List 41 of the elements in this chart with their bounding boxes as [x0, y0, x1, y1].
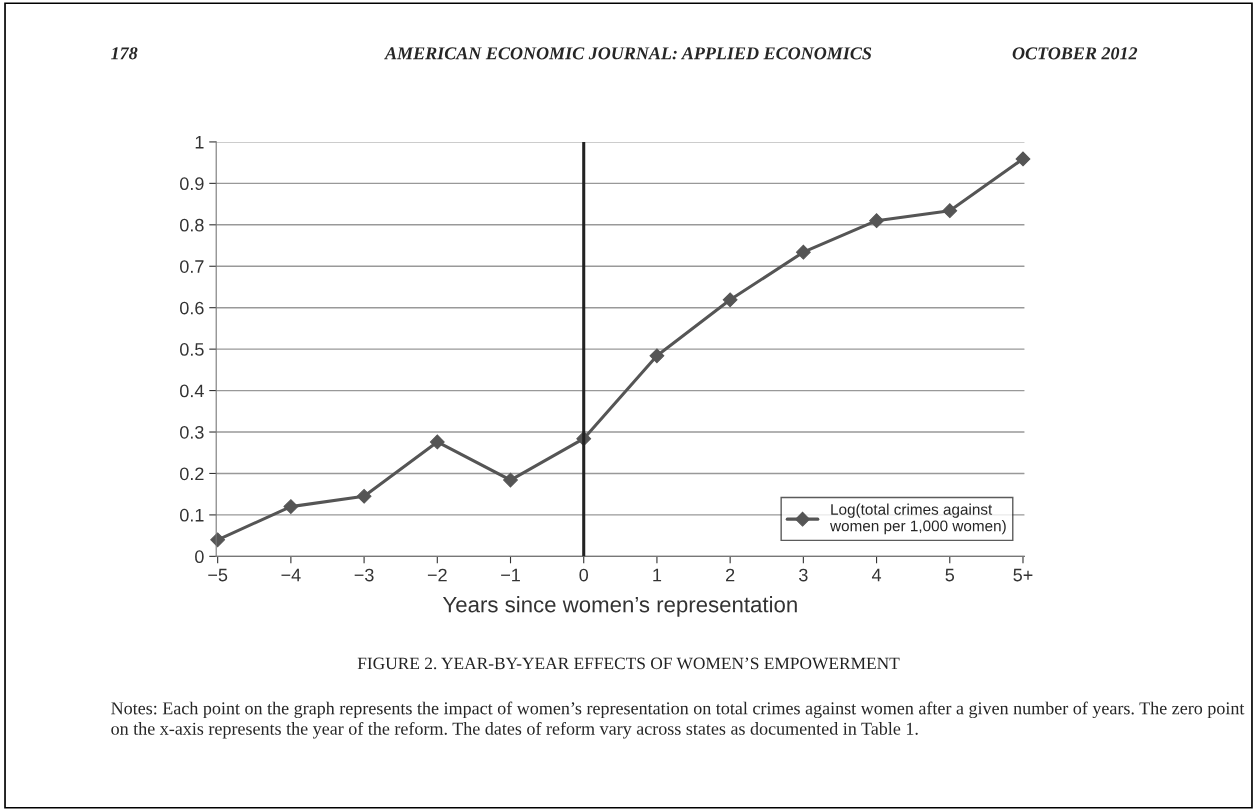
y-tick-label: 0.6 — [180, 301, 204, 315]
y-tick-label: 0.7 — [180, 260, 204, 273]
text: Notes: Each point on the graph represents the impact of women’s representation on total crimes against women after a given number of years. The zero point on the x-axis represents the year of the reform. The dates of reform vary across states as documented in Table 1. — [111, 701, 1245, 739]
point — [429, 434, 445, 450]
y-tick-label: 0.2 — [180, 467, 204, 481]
text: FIGURE 2. YEAR-BY-YEAR EFFECTS OF WOMEN’S EMPOWERMENT — [357, 657, 900, 670]
point — [503, 472, 518, 488]
x-tick-label: 5 — [945, 568, 955, 582]
y-tick-label: 1 — [195, 136, 204, 149]
point — [283, 499, 299, 515]
x-tick-label: −4 — [281, 568, 301, 582]
point — [210, 532, 226, 548]
point — [1015, 151, 1031, 167]
x-tick-label: 1 — [653, 568, 662, 582]
x-tick-label: 0 — [579, 568, 589, 582]
point — [356, 488, 372, 504]
legend-label: Log(total crimes against women per 1,000 women) — [830, 503, 1006, 535]
point — [869, 213, 884, 229]
x-tick-label: 2 — [726, 568, 735, 582]
x-tick-label: −3 — [354, 568, 374, 582]
y-tick-label: 0 — [195, 550, 204, 564]
text: 178 — [111, 47, 138, 60]
y-tick-label: 0.4 — [180, 384, 204, 398]
x-tick-label: 5+ — [1013, 568, 1033, 582]
x-tick-label: 4 — [871, 568, 882, 582]
x-tick-label: −5 — [208, 568, 228, 582]
text: AMERICAN ECONOMIC JOURNAL: APPLIED ECONOMICS — [384, 47, 872, 60]
point — [722, 292, 738, 308]
y-tick-label: 0.9 — [180, 177, 204, 191]
y-tick-label: 0.5 — [180, 343, 204, 356]
text: OCTOBER 2012 — [1012, 47, 1138, 60]
y-tick-label: 0.1 — [180, 508, 204, 522]
point — [649, 348, 665, 364]
point — [942, 203, 958, 219]
x-tick-label: −2 — [427, 568, 447, 582]
x-tick-label: −1 — [501, 568, 520, 582]
x-axis-title: Years since women’s representation — [442, 596, 797, 617]
x-tick-label: 3 — [799, 568, 808, 582]
y-tick-label: 0.3 — [180, 425, 204, 439]
y-tick-label: 0.8 — [180, 218, 204, 232]
point — [795, 244, 811, 260]
